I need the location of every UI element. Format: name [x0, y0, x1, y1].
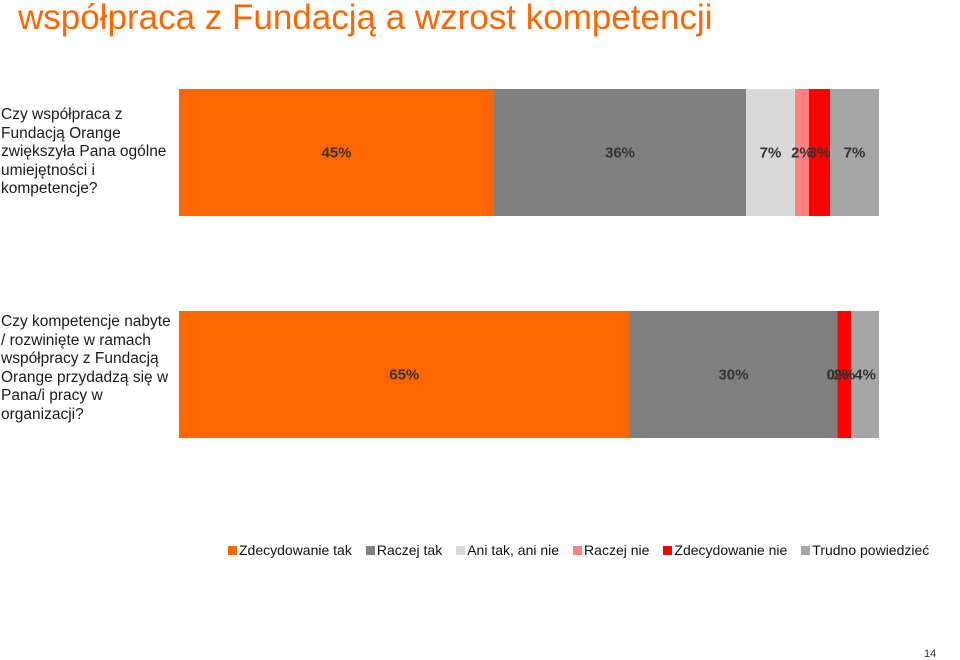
- data-label-q2-zdecydowanie-nie: 2%: [834, 367, 856, 384]
- legend-item-raczej-nie: Raczej nie: [573, 542, 649, 558]
- legend-label-trudno-powiedziec: Trudno powiedzieć: [812, 542, 930, 558]
- bar-q1-ani-tak-ani-nie: [746, 89, 795, 216]
- bar-q2-raczej-tak: [629, 311, 838, 438]
- legend-swatch-raczej-nie: [573, 545, 583, 555]
- data-label-q1-ani-tak-ani-nie: 7%: [760, 145, 782, 162]
- data-label-q1-raczej-nie: 2%: [791, 145, 813, 162]
- bar-q1-raczej-nie: [795, 89, 809, 216]
- data-label-q2-ani-tak-ani-nie: 0%: [827, 367, 849, 384]
- bar-q1-raczej-tak: [494, 89, 746, 216]
- chart-legend: Zdecydowanie tak Raczej tak Ani tak, ani n…: [228, 541, 929, 559]
- legend-label-raczej-nie: Raczej nie: [584, 542, 650, 558]
- legend-label-zdecydowanie-tak: Zdecydowanie tak: [239, 542, 352, 558]
- bar-q1-zdecydowanie-nie: [809, 89, 830, 216]
- question-2-label: Czy kompetencje nabyte / rozwinięte w ra…: [1, 313, 171, 423]
- legend-item-zdecydowanie-nie: Zdecydowanie nie: [663, 542, 787, 558]
- stacked-bar-chart: 45% 36% 7% 2%3% 7%65% 30% 0%0%2% 4%: [179, 89, 879, 438]
- data-label-q2-raczej-nie: 0%: [827, 367, 849, 384]
- legend-label-ani-tak-ani-nie: Ani tak, ani nie: [467, 542, 560, 558]
- legend-item-zdecydowanie-tak: Zdecydowanie tak: [228, 542, 352, 558]
- bar-q2-zdecydowanie-tak: [179, 311, 630, 438]
- data-label-q2-zdecydowanie-tak: 65%: [389, 367, 419, 384]
- data-label-q1-zdecydowanie-tak: 45%: [321, 145, 351, 162]
- legend-item-trudno-powiedziec: Trudno powiedzieć: [801, 542, 929, 558]
- bar-q1-zdecydowanie-tak: [179, 89, 494, 216]
- bar-q1-trudno-powiedziec: [830, 89, 879, 216]
- data-label-q1-trudno-powiedziec: 7%: [844, 145, 866, 162]
- legend-swatch-trudno-powiedziec: [801, 545, 811, 555]
- bar-q2-trudno-powiedziec: [851, 311, 879, 438]
- page-number: 14: [924, 648, 937, 660]
- legend-swatch-ani-tak-ani-nie: [456, 545, 466, 555]
- data-label-q2-trudno-powiedziec: 4%: [854, 367, 876, 384]
- legend-swatch-zdecydowanie-tak: [228, 545, 237, 555]
- data-label-q1-zdecydowanie-nie: 3%: [809, 145, 831, 162]
- slide-title: współpraca z Fundacją a wzrost kompetenc…: [18, 0, 713, 37]
- bar-q2-zdecydowanie-nie: [837, 311, 852, 438]
- legend-label-zdecydowanie-nie: Zdecydowanie nie: [674, 542, 788, 558]
- legend-swatch-zdecydowanie-nie: [663, 545, 673, 555]
- legend-item-ani-tak-ani-nie: Ani tak, ani nie: [456, 542, 559, 558]
- question-1-label: Czy współpraca z Fundacją Orange zwiększ…: [1, 106, 167, 198]
- data-label-q1-raczej-tak: 36%: [605, 145, 635, 162]
- legend-label-raczej-tak: Raczej tak: [376, 542, 443, 558]
- data-label-q2-raczej-tak: 30%: [718, 367, 748, 384]
- legend-swatch-raczej-tak: [365, 545, 375, 555]
- legend-item-raczej-tak: Raczej tak: [365, 542, 443, 558]
